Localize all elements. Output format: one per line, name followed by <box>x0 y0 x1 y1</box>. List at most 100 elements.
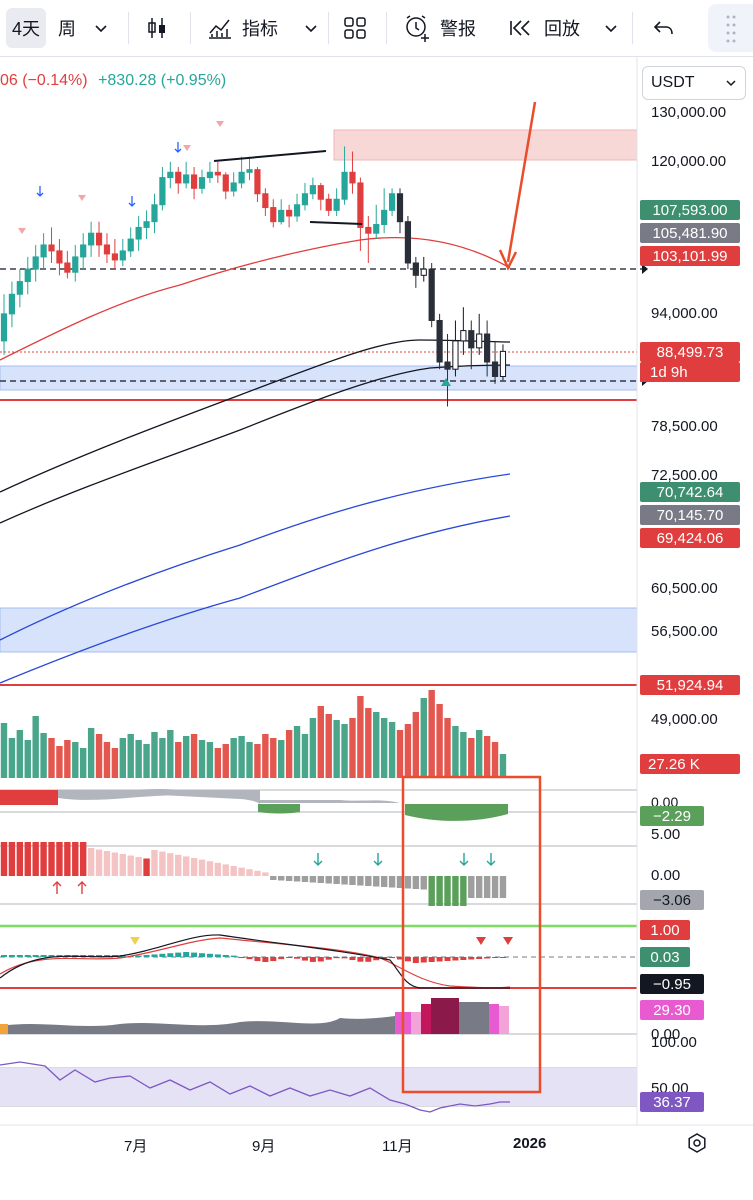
osc2-bar <box>167 853 174 876</box>
chevron-down-icon <box>605 25 617 33</box>
osc2-bar <box>0 842 8 876</box>
change-right: +830.28 (+0.95%) <box>98 72 227 89</box>
interval-label: 4天 <box>12 19 41 39</box>
volume-bar <box>357 696 364 778</box>
ma-red <box>0 237 511 361</box>
osc1-area-red <box>0 790 58 805</box>
osc2-bar <box>396 876 404 888</box>
x-label: 9月 <box>252 1138 276 1155</box>
volume-bar <box>95 734 103 778</box>
replay-icon <box>510 20 530 36</box>
osc3-bar <box>301 957 308 961</box>
osc3-bar <box>1 955 7 957</box>
volume-bar <box>396 730 404 778</box>
osc2-bar <box>175 854 182 876</box>
rsi-band <box>0 1068 637 1106</box>
osc3-bar <box>222 955 229 957</box>
indicators-button[interactable]: 指标 <box>206 8 278 48</box>
volume-bar <box>190 734 198 778</box>
osc2-bar <box>325 876 332 884</box>
week-button[interactable]: 周 <box>58 8 76 48</box>
ma-black-1 <box>0 339 511 493</box>
osc2-bar <box>285 876 293 881</box>
candle-body <box>32 256 39 270</box>
candle-body <box>309 185 316 195</box>
layout-button[interactable] <box>343 8 367 48</box>
osc2-bar <box>87 848 95 876</box>
currency-select[interactable]: USDT <box>642 66 746 100</box>
volume-bar <box>428 690 435 778</box>
y-tick: 94,000.00 <box>651 305 718 322</box>
indicators-dropdown[interactable] <box>304 8 318 48</box>
osc2-bar <box>460 876 467 906</box>
alert-button[interactable]: 警报 <box>402 8 476 48</box>
osc3-bar <box>499 957 506 958</box>
osc2-bar <box>380 876 388 887</box>
demand-zone-low <box>0 607 638 653</box>
osc2-up-arrows <box>52 881 87 894</box>
candle-body <box>190 174 198 189</box>
settings-button[interactable] <box>686 1132 708 1159</box>
undo-icon <box>653 21 673 35</box>
osc3-bar <box>404 957 411 962</box>
indicators-icon <box>209 19 231 39</box>
replay-dropdown[interactable] <box>604 8 618 48</box>
volume-bar <box>380 718 388 778</box>
volume-bar <box>349 718 356 778</box>
osc3-bar <box>175 952 182 957</box>
volume-bar <box>214 748 222 778</box>
osc2-bar <box>452 876 459 906</box>
y-tick: 60,500.00 <box>651 580 718 597</box>
volume-bar <box>436 704 443 778</box>
osc2-bar <box>388 876 396 888</box>
osc2-bar <box>238 867 245 876</box>
candle-body <box>436 319 443 363</box>
osc3-bar <box>309 957 316 962</box>
replay-button[interactable]: 回放 <box>508 8 580 48</box>
candle-body <box>357 182 364 228</box>
osc2-bar <box>111 852 119 876</box>
volume-bar <box>198 740 206 778</box>
undo-button[interactable] <box>652 8 676 48</box>
candle-body <box>412 262 419 276</box>
osc3-bar <box>286 957 293 959</box>
osc3-bar <box>357 957 364 962</box>
osc3-bar <box>270 957 277 962</box>
replay-label: 回放 <box>544 19 580 39</box>
osc3-value: 0.03 <box>640 947 690 967</box>
osc1-value: −2.29 <box>640 806 704 826</box>
candle-body <box>95 232 103 246</box>
countdown-label: 1d 9h <box>640 362 740 382</box>
volume-bar <box>143 744 150 778</box>
price-label: 105,481.90 <box>640 223 740 243</box>
signal-arrow-down <box>128 196 136 207</box>
osc2-bar <box>436 876 443 906</box>
osc2-bar <box>151 850 158 876</box>
osc3-bar <box>381 957 388 959</box>
candle-body <box>143 221 150 228</box>
osc2-down-arrows <box>313 853 496 866</box>
osc3-bar <box>444 957 451 961</box>
osc3-bar <box>428 957 435 962</box>
change-readout: 06 (−0.14%) +830.28 (+0.95%) <box>0 72 226 90</box>
chart-type-button[interactable] <box>144 8 170 48</box>
candle-body <box>388 193 396 211</box>
osc2-bar <box>246 869 253 876</box>
volume-bar <box>56 746 63 778</box>
volume-bar <box>491 742 499 778</box>
osc2-bar <box>499 876 507 898</box>
interval-dropdown[interactable] <box>94 8 108 48</box>
price-chart[interactable] <box>0 56 753 1200</box>
osc3-bar <box>135 955 142 957</box>
osc4-bar <box>489 1004 499 1034</box>
osc2-bar <box>254 870 261 876</box>
signal-triangle-up <box>441 378 451 386</box>
interval-button[interactable]: 4天 <box>6 8 47 48</box>
osc2-bar <box>119 854 126 876</box>
osc3-bar <box>460 957 467 960</box>
candle-body <box>460 330 467 342</box>
signal-arrow-down <box>36 186 44 197</box>
drag-handle[interactable] <box>708 4 753 52</box>
osc3-bar <box>484 957 491 959</box>
trendline-bottom <box>309 221 363 225</box>
